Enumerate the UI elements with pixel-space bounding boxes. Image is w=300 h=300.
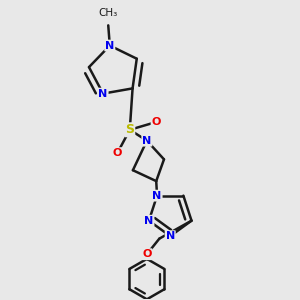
Text: S: S (125, 123, 134, 136)
Text: N: N (98, 88, 108, 99)
Text: N: N (142, 136, 152, 146)
Text: N: N (166, 231, 175, 241)
Text: O: O (142, 249, 152, 259)
Text: O: O (113, 148, 122, 158)
Text: O: O (152, 117, 161, 127)
Text: N: N (105, 40, 114, 51)
Text: N: N (144, 216, 154, 226)
Text: CH₃: CH₃ (99, 8, 118, 18)
Text: N: N (152, 190, 162, 201)
